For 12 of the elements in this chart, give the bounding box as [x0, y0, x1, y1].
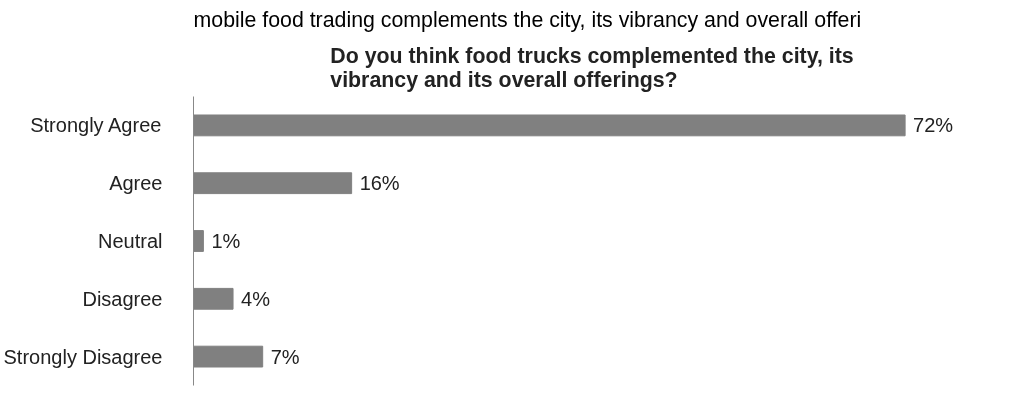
y-tick-label: Strongly Disagree	[3, 345, 163, 368]
chart-title: Do you think food trucks complemented the city, its vibrancy and its overall offerings?	[330, 43, 854, 92]
text: mobile food trading complements the city, its vibrancy and overall offeri	[193, 7, 862, 32]
data-label: 16%	[359, 172, 400, 195]
data-label: 72%	[913, 114, 954, 137]
y-tick-label: Strongly Agree	[30, 114, 162, 137]
data-label: 4%	[241, 287, 271, 310]
data-label: 7%	[270, 345, 300, 368]
y-tick-label: Neutral	[98, 230, 163, 252]
y-tick-label: Agree	[109, 172, 163, 195]
data-label: 1%	[211, 230, 241, 252]
y-tick-label: Disagree	[82, 287, 163, 310]
